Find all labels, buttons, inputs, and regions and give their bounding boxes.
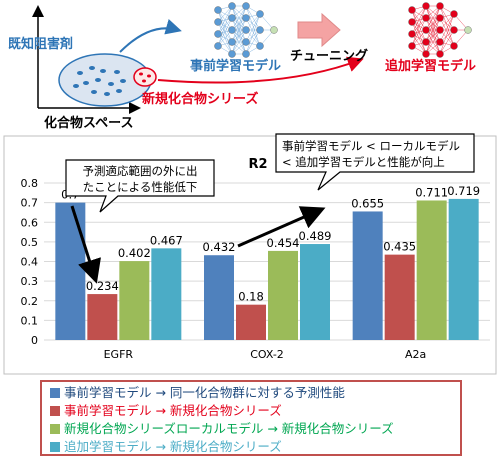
legend-swatch	[50, 406, 60, 416]
y-tick-label: 0.3	[21, 275, 39, 288]
bar	[448, 198, 479, 340]
compound-space-diagram: 既知阻害剤 事前学習モデル チューニング 追加学習モデル 新規化合物シリーズ 化…	[8, 2, 476, 131]
chart-bars	[55, 198, 479, 340]
additional-network-icon	[408, 2, 472, 58]
chart-data-labels: 0.70.2340.4020.4670.4320.180.4540.4890.6…	[61, 184, 480, 304]
new-series-dots	[139, 72, 151, 83]
y-axis-ticks: 0 0.1 0.2 0.3 0.4 0.5 0.6 0.7 0.8	[21, 177, 39, 347]
bar	[268, 250, 298, 340]
y-tick-label: 0.2	[21, 295, 39, 308]
data-label: 0.18	[238, 290, 264, 304]
data-label: 0.432	[203, 240, 236, 254]
legend-item: 事前学習モデル → 同一化合物群に対する予測性能	[50, 384, 345, 402]
left-callout: 予測適応範囲の外に出 たことによる性能低下	[65, 159, 215, 284]
bar	[416, 200, 447, 340]
pretrained-network-icon	[214, 2, 278, 58]
to-pretrained-arrow	[119, 19, 182, 53]
y-tick-label: 0.4	[21, 256, 39, 269]
bar	[300, 244, 330, 340]
left-callout-line1: 予測適応範囲の外に出	[83, 164, 198, 178]
pretrained-model-label: 事前学習モデル	[190, 58, 281, 74]
data-label: 0.655	[351, 196, 384, 210]
known-inhibitors-label: 既知阻害剤	[8, 36, 73, 52]
bar	[204, 255, 234, 340]
bar	[87, 294, 118, 340]
new-series-label: 新規化合物シリーズ	[142, 91, 258, 107]
data-label: 0.402	[118, 246, 151, 260]
y-tick-label: 0.5	[21, 236, 39, 249]
bar	[55, 202, 86, 340]
y-tick-label: 0.7	[21, 197, 39, 210]
compound-space-label: 化合物スペース	[44, 115, 133, 131]
legend-text: 事前学習モデル → 新規化合物シリーズ	[64, 403, 282, 418]
data-label: 0.719	[447, 184, 480, 198]
right-callout-line2: < 追加学習モデルと性能が向上	[282, 155, 445, 169]
additional-model-label: 追加学習モデル	[385, 58, 476, 74]
data-label: 0.467	[150, 233, 183, 247]
bar	[352, 211, 383, 340]
bar	[236, 304, 266, 340]
legend-text: 新規化合物シリーズローカルモデル → 新規化合物シリーズ	[64, 421, 394, 436]
data-label: 0.234	[86, 279, 119, 293]
data-label: 0.711	[415, 185, 448, 199]
legend-text: 事前学習モデル → 同一化合物群に対する予測性能	[64, 385, 345, 400]
bar	[119, 261, 150, 340]
y-tick-label: 0.8	[21, 177, 39, 190]
bar	[384, 254, 415, 340]
right-callout-line1: 事前学習モデル < ローカルモデル	[282, 139, 460, 153]
chart-title: R2	[248, 157, 267, 172]
legend-item: 追加学習モデル → 新規化合物シリーズ	[50, 438, 282, 456]
data-label: 0.454	[267, 236, 300, 250]
left-callout-arrow	[70, 205, 101, 284]
right-callout: 事前学習モデル < ローカルモデル < 追加学習モデルと性能が向上	[237, 133, 475, 248]
finetuning-arrow	[297, 12, 341, 48]
finetuning-label: チューニング	[290, 48, 368, 64]
y-tick-label: 0.6	[21, 216, 39, 229]
known-compound-dots	[73, 66, 126, 96]
bar	[151, 248, 182, 340]
y-tick-label: 0	[31, 334, 38, 347]
x-tick-label: COX-2	[250, 348, 284, 361]
right-callout-arrow	[237, 206, 326, 248]
x-axis-ticks: EGFR COX-2 A2a	[104, 348, 427, 361]
left-callout-line2: たことによる性能低下	[83, 180, 198, 194]
legend-swatch	[50, 442, 60, 452]
data-label: 0.435	[383, 240, 416, 254]
legend-text: 追加学習モデル → 新規化合物シリーズ	[64, 439, 282, 454]
to-additional-arrow	[157, 56, 364, 84]
chart-gridlines	[44, 182, 490, 341]
x-tick-label: EGFR	[104, 348, 134, 361]
x-tick-label: A2a	[405, 348, 426, 361]
legend-item: 事前学習モデル → 新規化合物シリーズ	[50, 402, 282, 420]
new-series-ellipse	[133, 67, 157, 87]
data-label: 0.489	[299, 229, 332, 243]
legend-swatch	[50, 424, 60, 434]
legend-item: 新規化合物シリーズローカルモデル → 新規化合物シリーズ	[50, 420, 394, 438]
legend-box: 事前学習モデル → 同一化合物群に対する予測性能 事前学習モデル → 新規化合物…	[40, 380, 462, 456]
legend-swatch	[50, 388, 60, 398]
y-tick-label: 0.1	[21, 314, 39, 327]
